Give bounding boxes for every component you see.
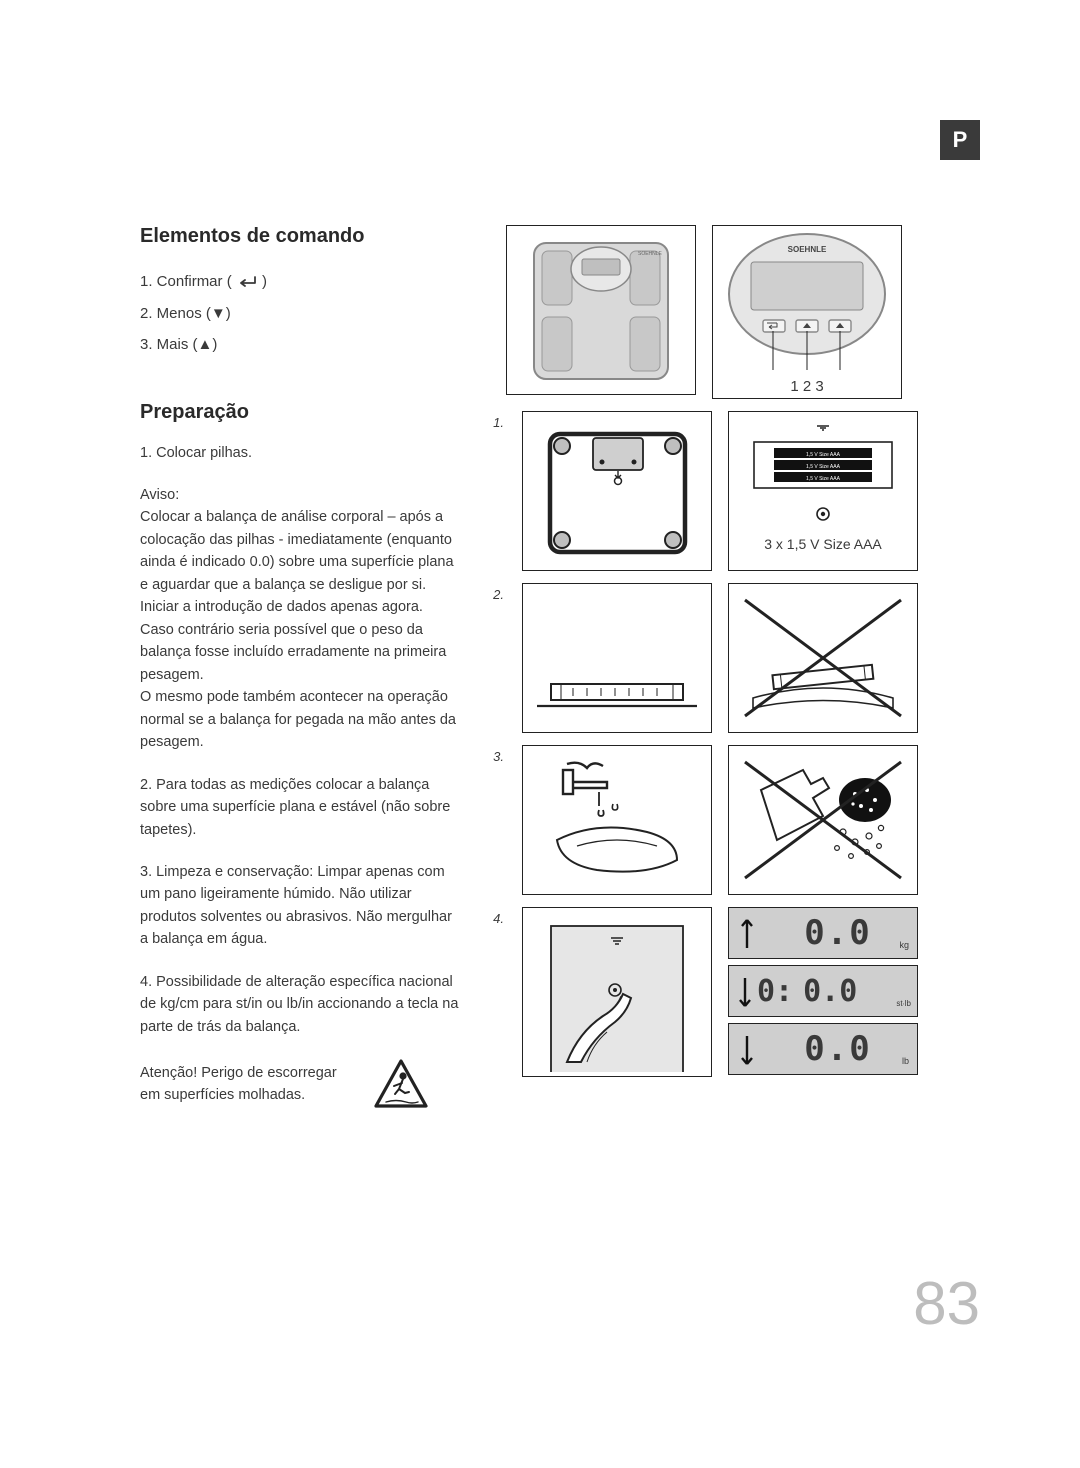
svg-text:1,5 V Size AAA: 1,5 V Size AAA: [806, 464, 841, 470]
figure-damp-cloth: [522, 745, 712, 895]
lcd-value-lb: 0.0: [804, 1029, 871, 1069]
lcd-unit-lb: lb: [902, 1056, 909, 1066]
figure-scale-back: [522, 411, 712, 571]
battery-caption: 3 x 1,5 V Size AAA: [764, 536, 882, 552]
svg-text:+: +: [770, 476, 774, 482]
svg-text:1,5 V Size AAA: 1,5 V Size AAA: [806, 476, 841, 482]
figure-unit-switch: [522, 907, 712, 1077]
svg-text:SOEHNLE: SOEHNLE: [638, 251, 663, 257]
lcd-unit-kg: kg: [899, 940, 909, 950]
slip-warning-text: Atenção! Perigo de escorregar em superfí…: [140, 1062, 360, 1107]
lcd-unit-st: st∙lb: [896, 999, 911, 1008]
page-number: 83: [913, 1269, 980, 1338]
figure-scale-overview: SOEHNLE: [506, 225, 696, 395]
control-item-suffix: ): [262, 273, 267, 290]
figure-row: 1.: [490, 411, 980, 571]
figure-row: 4. 0.0 kg: [490, 907, 980, 1077]
lcd-value-st2: 0.0: [803, 974, 857, 1009]
control-item-more: 3. Mais (▲): [140, 329, 460, 361]
display-button-numbers: 1 2 3: [712, 375, 902, 399]
prep-item: 3. Limpeza e conservação: Limpar apenas …: [140, 861, 460, 951]
controls-list: 1. Confirmar ( ) 2. Menos (▼) 3. Mais (▲…: [140, 266, 460, 361]
figure-number: 1.: [490, 411, 504, 430]
prep-item: 1. Colocar pilhas.: [140, 442, 460, 464]
prep-item: 4. Possibilidade de alteração específica…: [140, 971, 460, 1038]
prep-item: 2. Para todas as medições colocar a bala…: [140, 774, 460, 841]
figure-number: 3.: [490, 745, 504, 764]
lcd-value-st1: 0:: [757, 974, 793, 1009]
lcd-value-kg: 0.0: [804, 913, 871, 953]
language-badge: P: [940, 120, 980, 160]
svg-text:1,5 V Size AAA: 1,5 V Size AAA: [806, 452, 841, 458]
figure-number: 2.: [490, 583, 504, 602]
svg-text:+: +: [874, 464, 878, 470]
figure-batteries: 1,5 V Size AAA 1,5 V Size AAA 1,5 V Size…: [728, 411, 918, 571]
slip-warning: Atenção! Perigo de escorregar em superfí…: [140, 1058, 460, 1110]
figure-no-solvents: [728, 745, 918, 895]
prep-text: Colocar a balança de análise corporal – …: [140, 506, 460, 596]
figure-number: 4.: [490, 907, 504, 926]
page-content: Elementos de comando 1. Confirmar ( ) 2.…: [140, 225, 980, 1368]
section-title-prep: Preparação: [140, 401, 460, 424]
text-column: Elementos de comando 1. Confirmar ( ) 2.…: [140, 225, 480, 1368]
control-item-label: 1. Confirmar (: [140, 273, 232, 290]
figure-row: 2.: [490, 583, 980, 733]
brand-label: SOEHNLE: [788, 245, 827, 254]
figure-lcd-panels: 0.0 kg 0: 0.0 st∙lb 0.0 lb: [728, 907, 918, 1075]
prep-text: O mesmo pode também acontecer na operaçã…: [140, 686, 460, 753]
figures-column: SOEHNLE SOEHNLE: [480, 225, 980, 1368]
prep-text: Iniciar a introdução de dados apenas ago…: [140, 596, 460, 686]
slip-warning-icon: [372, 1058, 430, 1110]
figure-display-closeup: SOEHNLE 1 2 3: [712, 225, 902, 399]
prep-warning-label: Aviso:: [140, 484, 460, 506]
svg-text:+: +: [770, 452, 774, 458]
section-title-controls: Elementos de comando: [140, 225, 460, 248]
control-item-less: 2. Menos (▼): [140, 298, 460, 330]
figure-flat-surface: [522, 583, 712, 733]
figure-row: 3.: [490, 745, 980, 895]
figure-no-carpet: [728, 583, 918, 733]
prep-item: Aviso: Colocar a balança de análise corp…: [140, 484, 460, 754]
figure-row: SOEHNLE SOEHNLE: [506, 225, 980, 399]
control-item-confirm: 1. Confirmar ( ): [140, 266, 460, 298]
preparation-list: 1. Colocar pilhas. Aviso: Colocar a bala…: [140, 442, 460, 1111]
